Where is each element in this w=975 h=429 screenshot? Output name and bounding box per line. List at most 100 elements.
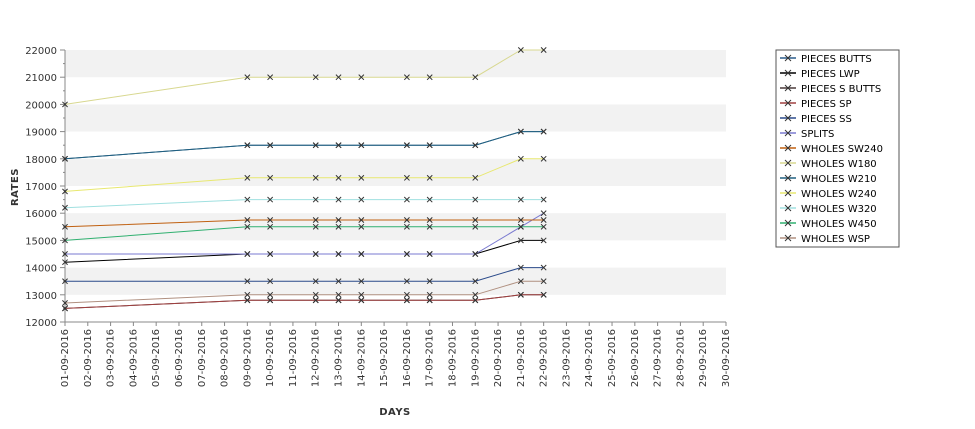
marker-stroke [267, 278, 274, 285]
series-markers [62, 47, 547, 312]
data-point [472, 74, 479, 81]
x-tick-label: 22-09-2016 [539, 329, 550, 387]
marker-stroke [312, 251, 319, 257]
marker-stroke [358, 297, 365, 304]
data-point [335, 297, 342, 304]
data-point [426, 278, 433, 285]
legend-label: SPLITS [801, 129, 834, 140]
marker-stroke [540, 210, 547, 217]
marker-stroke [358, 174, 365, 181]
y-tick-label: 20000 [25, 100, 57, 111]
data-point [358, 74, 365, 81]
grid-band [65, 50, 726, 78]
x-tick-label: 30-09-2016 [721, 329, 732, 387]
marker-stroke [62, 251, 68, 257]
data-point [403, 74, 410, 81]
marker-stroke [472, 74, 479, 81]
x-tick-label: 03-09-2016 [106, 329, 117, 387]
x-tick-label: 17-09-2016 [425, 329, 436, 387]
marker-stroke [62, 300, 68, 306]
y-tick-label: 14000 [25, 264, 57, 275]
data-point [426, 174, 433, 181]
marker-stroke [358, 217, 365, 223]
y-tick-label: 18000 [25, 155, 57, 166]
marker-stroke [358, 251, 365, 257]
data-point [358, 278, 365, 285]
data-point [62, 305, 68, 312]
marker-stroke [426, 278, 433, 285]
data-point [62, 300, 68, 306]
data-point [62, 223, 68, 230]
marker-stroke [62, 278, 68, 285]
legend-label: WHOLES SW240 [801, 144, 883, 155]
data-point [517, 223, 524, 230]
data-point [62, 188, 68, 195]
marker-stroke [426, 223, 433, 230]
marker-stroke [517, 217, 524, 223]
x-tick-label: 20-09-2016 [493, 329, 504, 387]
marker-stroke [517, 155, 524, 162]
marker-stroke [62, 101, 68, 108]
legend-marker [784, 69, 792, 77]
marker-stroke [517, 291, 524, 298]
data-point [267, 217, 274, 223]
legend-marker [784, 219, 792, 227]
legend: PIECES BUTTS PIECES LWP PIECES S BUTTS PIEC… [775, 49, 900, 248]
data-point [62, 204, 68, 211]
marker-stroke [244, 74, 251, 81]
data-point [312, 196, 319, 203]
marker-stroke [472, 291, 479, 298]
marker-stroke [517, 237, 524, 244]
legend-label: PIECES LWP [801, 69, 860, 80]
marker-stroke [358, 142, 365, 149]
x-axis-title: DAYS [379, 407, 411, 418]
marker-stroke [403, 297, 410, 304]
marker-stroke [312, 174, 319, 181]
marker-stroke [540, 223, 547, 230]
data-point [517, 196, 524, 203]
legend-item: PIECES S BUTTS [780, 84, 881, 95]
data-point [517, 291, 524, 298]
y-tick-label: 16000 [25, 209, 57, 220]
data-point [472, 142, 479, 149]
marker-stroke [267, 223, 274, 230]
data-point [244, 74, 251, 81]
data-point [335, 74, 342, 81]
data-point [540, 155, 547, 162]
data-point [358, 297, 365, 304]
marker-stroke [540, 196, 547, 203]
legend-label: WHOLES W450 [801, 219, 877, 230]
data-point [358, 142, 365, 149]
x-tick-label: 05-09-2016 [151, 329, 162, 387]
data-point [426, 142, 433, 149]
legend-item: WHOLES WSP [780, 234, 870, 245]
marker-stroke [358, 196, 365, 203]
legend-label: WHOLES W320 [801, 204, 877, 215]
data-point [267, 174, 274, 181]
marker-stroke [62, 237, 68, 244]
x-tick-label: 28-09-2016 [675, 329, 686, 387]
marker-stroke [358, 291, 365, 298]
data-point [244, 297, 251, 304]
marker-stroke [426, 251, 433, 257]
data-point [540, 217, 547, 223]
marker-stroke [244, 174, 251, 181]
marker-stroke [358, 278, 365, 285]
legend-item: PIECES BUTTS [780, 54, 872, 65]
data-point [472, 196, 479, 203]
data-point [62, 251, 68, 257]
grid-band [65, 158, 726, 186]
marker-stroke [312, 278, 319, 285]
x-tick-label: 14-09-2016 [356, 329, 367, 387]
data-point [335, 278, 342, 285]
data-point [267, 278, 274, 285]
legend-item: WHOLES W320 [780, 204, 877, 215]
x-tick-label: 08-09-2016 [220, 329, 231, 387]
marker-stroke [62, 259, 68, 266]
marker-stroke [426, 142, 433, 149]
data-point [426, 217, 433, 223]
data-point [403, 196, 410, 203]
data-point [403, 223, 410, 230]
data-point [403, 217, 410, 223]
x-tick-label: 09-09-2016 [242, 329, 253, 387]
